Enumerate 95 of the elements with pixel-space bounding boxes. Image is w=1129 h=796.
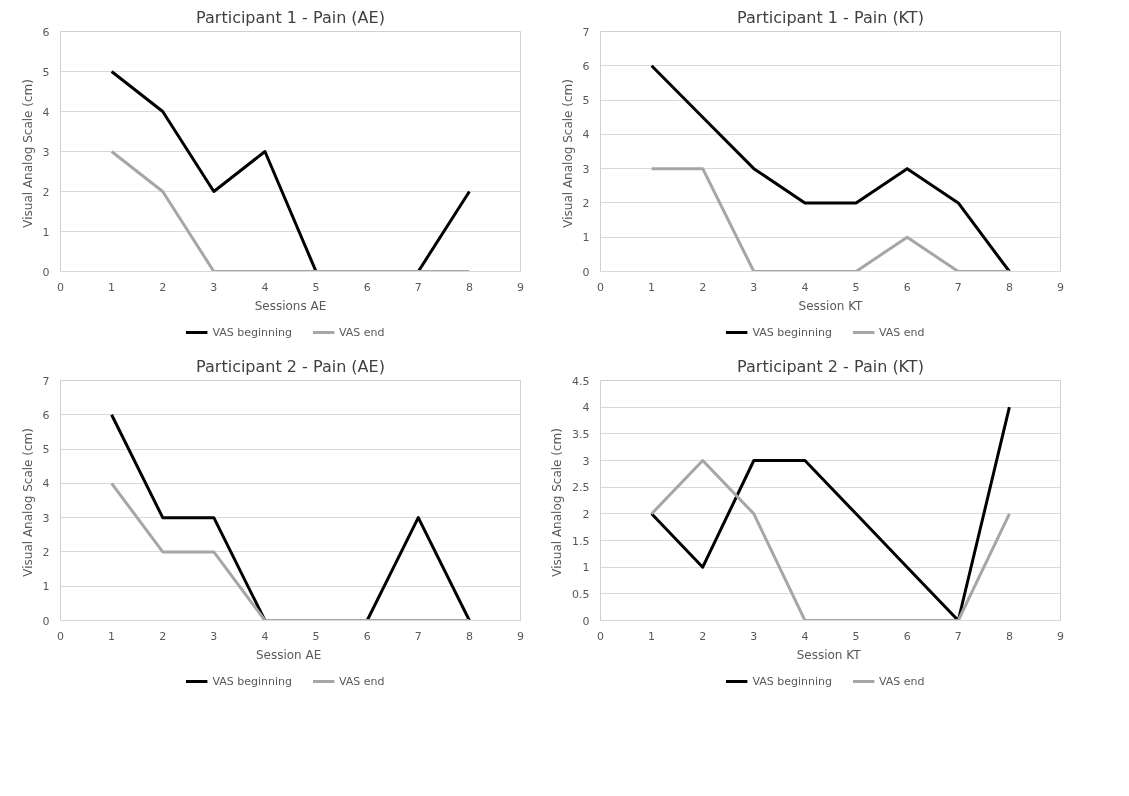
x-tick-label: 6	[903, 629, 911, 643]
x-tick-label: 3	[210, 280, 218, 294]
y-tick-label: 1.5	[572, 534, 590, 548]
chart-title: Participant 1 - Pain (KT)	[737, 7, 924, 27]
x-tick-label: 0	[597, 629, 604, 643]
x-tick-label: 6	[363, 629, 371, 643]
y-tick-label: 1	[42, 225, 50, 239]
x-tick-label: 0	[57, 629, 64, 643]
y-tick-label: 4.5	[572, 374, 590, 388]
y-tick-label: 2	[42, 185, 50, 199]
legend-label: VAS beginning	[212, 674, 293, 688]
x-tick-label: 6	[903, 280, 911, 294]
y-tick-label: 1	[42, 580, 50, 594]
legend-label: VAS end	[339, 674, 385, 688]
y-tick-label: 1	[582, 561, 590, 575]
x-tick-label: 5	[852, 280, 860, 294]
x-tick-label: 8	[1005, 629, 1013, 643]
chart-title: Participant 2 - Pain (AE)	[196, 356, 385, 376]
x-tick-label: 6	[363, 280, 371, 294]
y-axis-title: Visual Analog Scale (cm)	[560, 79, 575, 228]
x-tick-label: 1	[648, 280, 656, 294]
x-tick-label: 0	[57, 280, 64, 294]
y-tick-label: 7	[582, 25, 590, 39]
x-tick-label: 1	[648, 629, 656, 643]
x-tick-label: 4	[261, 629, 269, 643]
x-tick-label: 2	[159, 629, 167, 643]
chart-title: Participant 2 - Pain (KT)	[737, 356, 924, 376]
x-tick-label: 0	[597, 280, 604, 294]
x-tick-label: 1	[108, 629, 116, 643]
legend-label: VAS beginning	[752, 325, 833, 339]
x-axis-title: Session KT	[798, 298, 864, 313]
x-tick-label: 3	[210, 629, 218, 643]
y-tick-label: 3.5	[572, 427, 590, 441]
x-tick-label: 5	[312, 280, 320, 294]
y-tick-label: 3	[582, 162, 590, 176]
x-axis-title: Session AE	[255, 647, 322, 662]
y-axis-title: Visual Analog Scale (cm)	[20, 79, 35, 228]
line-series	[650, 64, 1011, 272]
y-tick-label: 3	[42, 145, 50, 159]
y-tick-label: 2.5	[572, 481, 590, 495]
x-tick-label: 2	[159, 280, 167, 294]
x-tick-label: 5	[852, 629, 860, 643]
x-tick-label: 3	[750, 280, 758, 294]
y-tick-label: 2	[582, 196, 590, 210]
y-tick-label: 4	[582, 401, 590, 415]
x-tick-label: 9	[517, 280, 524, 294]
x-tick-label: 9	[1057, 280, 1064, 294]
x-tick-label: 3	[750, 629, 758, 643]
legend-label: VAS end	[879, 325, 925, 339]
y-tick-label: 7	[42, 374, 50, 388]
y-tick-label: 6	[582, 59, 590, 73]
legend-label: VAS end	[879, 674, 925, 688]
x-tick-label: 2	[699, 629, 707, 643]
x-axis-title: Sessions AE	[254, 298, 327, 313]
x-tick-label: 8	[1005, 280, 1013, 294]
y-axis-title: Visual Analog Scale (cm)	[20, 428, 35, 577]
y-tick-label: 1	[582, 231, 590, 245]
y-tick-label: 5	[582, 94, 590, 108]
legend-label: VAS beginning	[212, 325, 293, 339]
x-tick-label: 7	[414, 629, 422, 643]
y-tick-label: 6	[42, 408, 50, 422]
y-tick-label: 2	[42, 545, 50, 559]
x-tick-label: 5	[312, 629, 320, 643]
x-tick-label: 1	[108, 280, 116, 294]
x-tick-label: 8	[465, 629, 473, 643]
line-series	[650, 405, 1011, 621]
y-tick-label: 0	[582, 614, 590, 628]
y-tick-label: 0	[42, 265, 50, 279]
legend-label: VAS beginning	[752, 674, 833, 688]
y-tick-label: 3	[582, 454, 590, 468]
x-axis-title: Session KT	[796, 647, 862, 662]
x-tick-label: 4	[801, 629, 809, 643]
y-axis-title: Visual Analog Scale (cm)	[550, 428, 565, 577]
y-tick-label: 4	[582, 128, 590, 142]
x-tick-label: 8	[465, 280, 473, 294]
y-tick-label: 4	[42, 105, 50, 119]
x-tick-label: 4	[261, 280, 269, 294]
x-tick-label: 9	[1057, 629, 1064, 643]
y-tick-label: 2	[582, 507, 590, 521]
x-tick-label: 4	[801, 280, 809, 294]
y-tick-label: 6	[42, 25, 50, 39]
y-tick-label: 5	[42, 443, 50, 457]
y-tick-label: 3	[42, 511, 50, 525]
y-tick-label: 4	[42, 477, 50, 491]
y-tick-label: 0	[582, 265, 590, 279]
legend-label: VAS end	[339, 325, 385, 339]
x-tick-label: 2	[699, 280, 707, 294]
chart-title: Participant 1 - Pain (AE)	[196, 7, 385, 27]
y-tick-label: 5	[42, 65, 50, 79]
y-tick-label: 0.5	[572, 587, 590, 601]
x-tick-label: 7	[414, 280, 422, 294]
x-tick-label: 7	[954, 280, 962, 294]
x-tick-label: 7	[954, 629, 962, 643]
y-tick-label: 0	[42, 614, 50, 628]
x-tick-label: 9	[517, 629, 524, 643]
